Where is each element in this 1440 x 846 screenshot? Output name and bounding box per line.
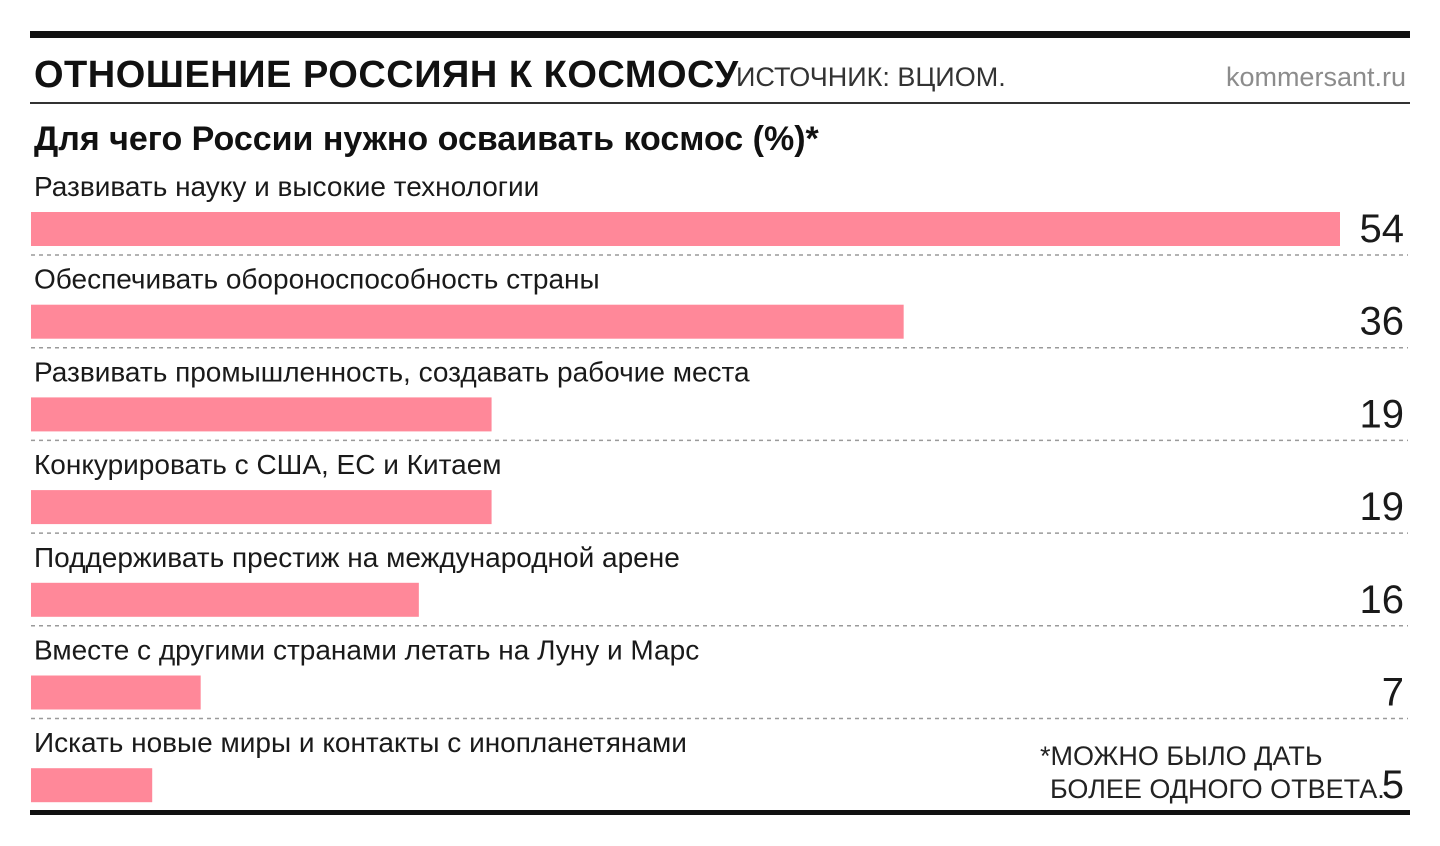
bar-value-label: 16	[1360, 578, 1405, 622]
brand-label: kommersant.ru	[1225, 62, 1406, 92]
bar-value-label: 36	[1360, 300, 1405, 344]
bar	[31, 212, 1340, 246]
bar-label: Искать новые миры и контакты с инопланет…	[34, 727, 687, 758]
bar-label: Конкурировать с США, ЕС и Китаем	[34, 449, 502, 480]
bar-label: Развивать науку и высокие технологии	[34, 171, 539, 202]
bar-value-label: 19	[1360, 392, 1405, 436]
bar-value-label: 54	[1360, 207, 1405, 251]
footnote-line-2: БОЛЕЕ ОДНОГО ОТВЕТА.	[1050, 774, 1385, 804]
source-label: ИСТОЧНИК: ВЦИОМ.	[736, 62, 1006, 92]
bar	[31, 768, 153, 803]
bar-label: Развивать промышленность, создавать рабо…	[34, 356, 750, 387]
bar-label: Поддерживать престиж на международной ар…	[34, 542, 680, 573]
bar-label: Обеспечивать обороноспособность страны	[34, 264, 600, 295]
chart-title: Для чего России нужно осваивать космос (…	[34, 120, 819, 158]
header: ОТНОШЕНИЕ РОССИЯН К КОСМОСУ ИСТОЧНИК: ВЦ…	[30, 38, 1410, 102]
bar	[31, 582, 419, 617]
page-title: ОТНОШЕНИЕ РОССИЯН К КОСМОСУ	[34, 54, 739, 96]
footnote-line-1: *МОЖНО БЫЛО ДАТЬ	[1040, 741, 1323, 771]
bar	[31, 490, 492, 525]
bar	[31, 397, 492, 432]
bar-value-label: 19	[1360, 485, 1405, 529]
bottom-rule	[30, 810, 1410, 815]
footnote: *МОЖНО БЫЛО ДАТЬ БОЛЕЕ ОДНОГО ОТВЕТА.	[1040, 740, 1385, 806]
bar-value-label: 7	[1382, 671, 1404, 715]
bar-label: Вместе с другими странами летать на Луну…	[34, 635, 699, 666]
bar	[31, 304, 904, 339]
bar-value-label: 5	[1382, 763, 1404, 807]
header-divider	[30, 102, 1410, 104]
top-rule	[30, 31, 1410, 38]
bar	[31, 675, 201, 710]
